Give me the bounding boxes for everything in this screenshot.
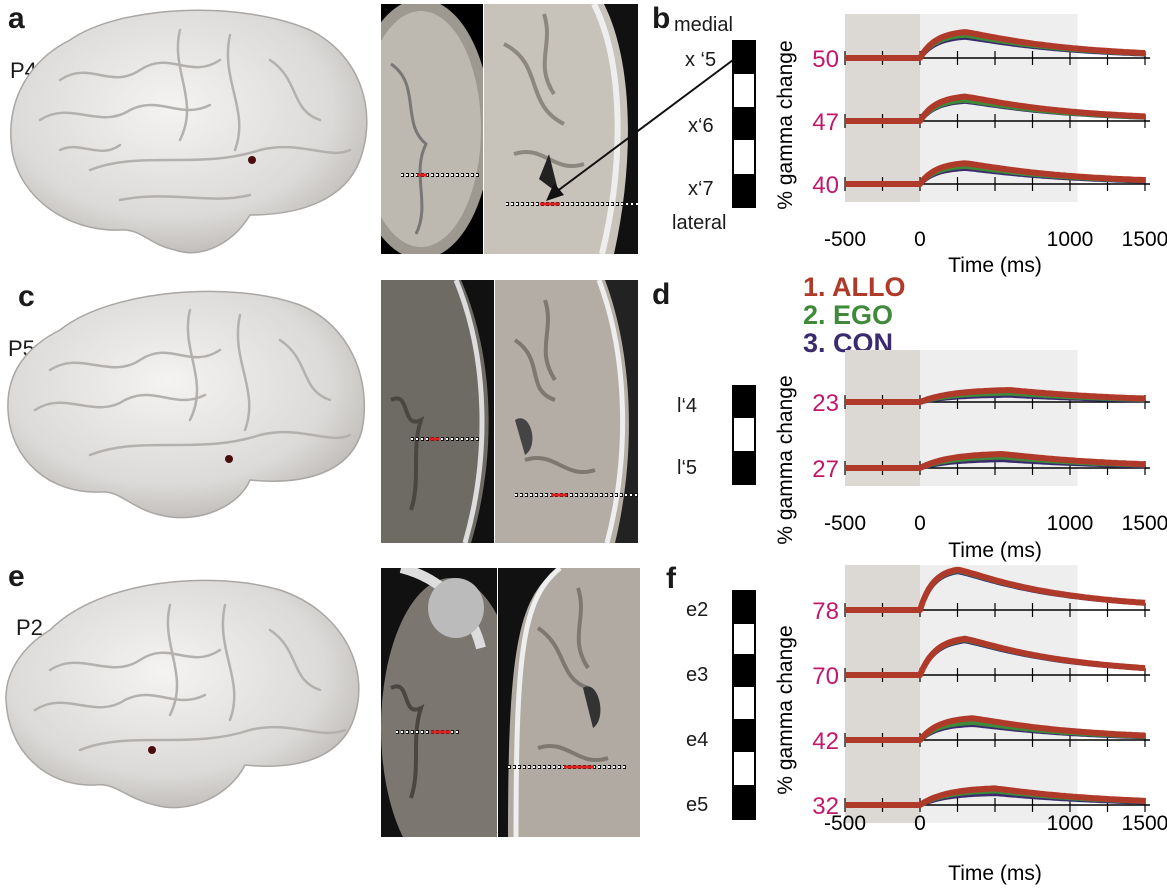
contact-label: l‘4 [677, 395, 698, 417]
series-line-allo [845, 29, 1146, 61]
x-axis-label: Time (ms) [948, 539, 1042, 562]
series-line-allo [845, 635, 1146, 678]
baseline-shade [845, 14, 920, 202]
trace-value-label: 27 [812, 456, 839, 483]
x-tick-label: -500 [824, 512, 866, 535]
x-tick-label: 0 [914, 512, 926, 535]
task-shade [920, 565, 1078, 823]
electrode-strip-b [732, 40, 756, 208]
x-tick-label: -500 [824, 812, 866, 835]
mri-axial-p5 [381, 280, 494, 543]
contact-label: e2 [686, 599, 709, 621]
electrode-strip-f [732, 590, 756, 820]
x-tick-label: 0 [914, 812, 926, 835]
contact-label: x‘7 [688, 178, 714, 200]
contact-label: l‘5 [677, 457, 698, 479]
panel-letter-f: f [666, 562, 676, 595]
brain-render-p5 [7, 290, 366, 519]
x-tick-label: 1500 [1122, 228, 1167, 251]
y-axis-label: % gamma change [774, 40, 797, 209]
brain-render-p4 [10, 9, 368, 254]
trace-value-label: 32 [812, 793, 839, 820]
chart-panel-d: 23 27 -500 0 1000 1500 Time (ms) % gamma change [774, 350, 1167, 562]
x-tick-label: 1000 [1047, 512, 1094, 535]
x-axis-label: Time (ms) [948, 254, 1042, 277]
lateral-label: lateral [672, 212, 727, 234]
contact-label: x‘6 [688, 115, 714, 137]
electrode-strip-d [732, 385, 756, 485]
contact-pointer-arrow [546, 59, 734, 201]
chart-panel-f: 78 70 42 32-500 0 1000 1500 Time (ms) % gamma ch… [774, 565, 1167, 885]
legend-item-ego: 2. EGO [803, 300, 894, 330]
series-line-allo [845, 160, 1146, 187]
panel-letter-d: d [652, 278, 671, 311]
y-axis-label: % gamma change [774, 375, 797, 544]
mri-coronal-p2 [498, 568, 640, 837]
brain-render-p2 [5, 579, 360, 809]
series-line-allo [845, 93, 1146, 124]
x-tick-label: 1500 [1122, 512, 1167, 535]
legend-item-allo: 1. ALLO [803, 272, 906, 302]
medial-label: medial [674, 14, 733, 36]
x-tick-label: 1000 [1047, 812, 1094, 835]
contact-label: e5 [686, 794, 709, 816]
electrode-marker [225, 455, 233, 463]
x-tick-label: 0 [914, 228, 926, 251]
trace-value-label: 78 [812, 598, 839, 625]
contact-label: x ‘5 [685, 49, 717, 71]
task-shade [920, 350, 1078, 486]
trace-value-label: 23 [812, 390, 839, 417]
series-line-allo [845, 715, 1146, 743]
trace-value-label: 70 [812, 663, 839, 690]
series-line-allo [845, 566, 1146, 613]
contact-label: e4 [686, 729, 709, 751]
mri-coronal-p4 [484, 4, 638, 254]
trace-value-label: 50 [812, 46, 839, 73]
y-axis-label: % gamma change [774, 625, 797, 794]
chart-panel-b: 50 47 40 -500 0 1000 1500 Time (ms) % gamma chan… [774, 14, 1167, 277]
series-line-allo [845, 451, 1146, 471]
patient-label-p2: P2 [16, 615, 43, 640]
x-tick-label: -500 [824, 228, 866, 251]
x-tick-label: 1500 [1122, 812, 1167, 835]
panel-letter-c: c [18, 280, 35, 313]
panel-letter-a: a [8, 2, 25, 35]
series-line-allo [845, 387, 1146, 405]
mri-axial-p2 [381, 568, 497, 837]
contact-label: e3 [686, 664, 709, 686]
electrode-marker [248, 156, 256, 164]
panel-letter-b: b [652, 2, 671, 35]
trace-value-label: 47 [812, 109, 839, 136]
electrode-marker [148, 746, 156, 754]
mri-axial-p4 [381, 4, 483, 254]
series-line-allo [845, 785, 1146, 808]
trace-value-label: 42 [812, 728, 839, 755]
x-tick-label: 1000 [1047, 228, 1094, 251]
panel-letter-e: e [8, 560, 25, 593]
trace-value-label: 40 [812, 172, 839, 199]
x-axis-label: Time (ms) [948, 862, 1042, 885]
mri-coronal-p5 [495, 280, 638, 543]
